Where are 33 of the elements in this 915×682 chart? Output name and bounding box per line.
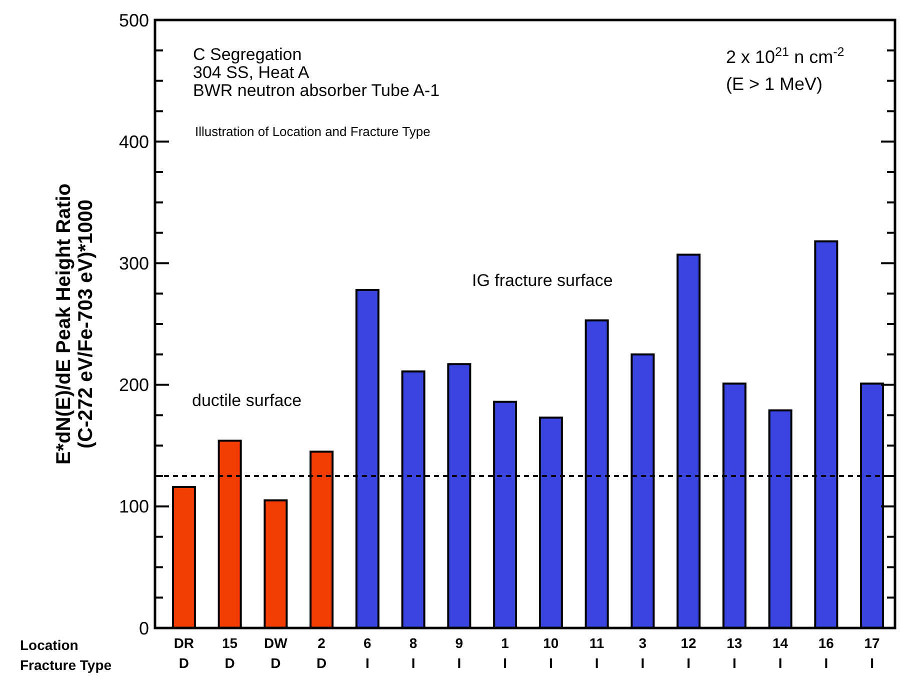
y-tick-label: 300	[118, 254, 149, 274]
x-tick-label: 3 I	[638, 635, 647, 671]
x-tick-label: 13 I	[726, 635, 742, 671]
text: Location	[20, 637, 78, 653]
y-tick-label: 500	[118, 10, 149, 30]
x-tick-label: DR D	[174, 635, 194, 671]
x-tick-label: 10 I	[543, 635, 559, 671]
x-tick-label: 6 I	[364, 635, 372, 671]
annotation: 2 x 10$^{21}$ n cm$^{-2}$	[726, 45, 844, 67]
x-tick-label: 11 I	[589, 635, 604, 671]
x-tick-label: 9 I	[455, 635, 464, 671]
annotation: 304 SS, Heat A	[193, 63, 310, 82]
x-tick-label: 17 I	[864, 635, 880, 671]
y-tick-label: 0	[138, 618, 149, 638]
annotation: ductile surface	[192, 391, 302, 410]
x-tick-label: 16 I	[818, 635, 834, 671]
annotation: (E > 1 MeV)	[726, 74, 823, 94]
text: Fracture Type	[20, 657, 112, 673]
x-tick-label: 14 I	[772, 635, 788, 671]
x-tick-label: 8 I	[409, 635, 418, 671]
annotation: Illustration of Location and Fracture Type	[195, 124, 430, 139]
annotation: IG fracture surface	[472, 271, 613, 290]
x-tick-label: DW D	[264, 635, 288, 671]
x-tick-label: 15 D	[222, 635, 238, 671]
y-tick-label: 400	[118, 132, 149, 152]
y-axis-title: E*dN(E)/dE Peak Height Ratio (C-272 eV/Fe-703 eV)*1000	[53, 183, 97, 465]
annotation: BWR neutron absorber Tube A-1	[193, 81, 440, 100]
annotation: C Segregation	[193, 45, 302, 64]
y-tick-label: 200	[118, 375, 149, 396]
y-tick-label: 100	[118, 496, 149, 517]
x-tick-label: 2 D	[316, 635, 327, 671]
x-tick-label: 12 I	[680, 635, 697, 671]
x-tick-label: 1 I	[501, 635, 510, 671]
